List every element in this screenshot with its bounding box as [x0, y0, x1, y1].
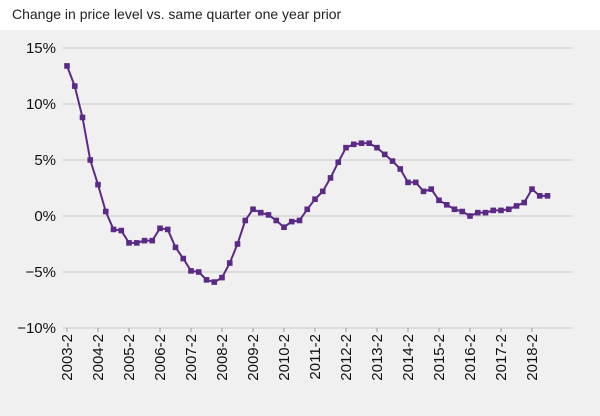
data-point — [211, 279, 218, 285]
data-point — [389, 158, 396, 164]
x-tick-label: 2014-2 — [400, 334, 417, 381]
data-point — [265, 212, 272, 218]
data-point — [203, 277, 210, 283]
data-point — [296, 217, 303, 224]
data-point — [521, 199, 528, 206]
data-point — [304, 206, 311, 213]
data-point — [327, 175, 334, 181]
data-point — [102, 208, 109, 215]
data-point — [366, 140, 373, 146]
data-point — [335, 159, 342, 166]
data-point — [319, 188, 326, 195]
data-point — [544, 193, 551, 199]
data-point — [149, 237, 156, 244]
data-point — [133, 240, 140, 246]
data-point — [95, 181, 101, 188]
data-point — [180, 255, 187, 262]
data-point — [126, 240, 132, 246]
data-point — [79, 114, 86, 121]
x-tick-label: 2012-2 — [338, 334, 355, 381]
data-point — [350, 141, 357, 148]
data-point — [288, 218, 295, 225]
y-tick-label: 10% — [26, 96, 56, 113]
x-tick-label: 2010-2 — [276, 334, 293, 381]
series-layer — [64, 63, 551, 285]
data-point — [71, 83, 78, 89]
x-tick-label: 2003-2 — [59, 334, 76, 381]
data-point — [358, 140, 365, 146]
data-point — [397, 166, 404, 172]
data-point — [257, 209, 264, 216]
x-tick-label: 2005-2 — [121, 334, 138, 381]
x-tick-label: 2011-2 — [307, 334, 324, 380]
x-tick-label: 2007-2 — [183, 334, 200, 381]
data-point — [420, 188, 427, 195]
data-point — [428, 186, 435, 192]
y-tick-label: −5% — [26, 264, 56, 281]
x-tick-label: 2004-2 — [90, 334, 107, 381]
data-point — [234, 241, 241, 247]
data-point — [273, 217, 280, 224]
data-point — [498, 207, 504, 214]
x-tick-label: 2006-2 — [152, 334, 169, 381]
x-tick-label: 2009-2 — [245, 334, 262, 381]
data-point — [467, 213, 473, 219]
data-point — [118, 227, 125, 234]
x-tick-label: 2017-2 — [493, 334, 510, 381]
data-point — [141, 237, 148, 244]
data-point — [312, 196, 318, 202]
data-point — [381, 151, 388, 158]
data-point — [281, 224, 287, 230]
y-tick-label: 5% — [34, 152, 56, 169]
data-point — [505, 206, 512, 213]
data-point — [250, 206, 256, 213]
data-point — [536, 193, 543, 199]
data-point — [490, 207, 497, 214]
x-tick-label: 2016-2 — [462, 334, 479, 381]
y-tick-label: −10% — [17, 320, 56, 337]
data-point — [443, 202, 450, 208]
x-tick-label: 2015-2 — [431, 334, 448, 381]
x-axis: 2003-2 2004-2 2005-2 2006-2 2007-2 2008-2 2009… — [59, 328, 541, 381]
data-point — [436, 197, 442, 204]
data-point — [226, 260, 233, 266]
data-point — [188, 268, 194, 274]
y-axis: 15% 10% 5% 0% −5% −10% — [17, 40, 56, 337]
data-point — [172, 244, 179, 251]
data-point — [242, 217, 249, 224]
gridlines — [63, 47, 572, 329]
data-point — [451, 206, 458, 213]
data-point — [474, 209, 481, 216]
data-point — [529, 186, 535, 192]
data-point — [87, 157, 94, 163]
data-point — [459, 208, 466, 215]
data-point — [405, 179, 411, 186]
data-point — [374, 144, 380, 151]
x-tick-label: 2008-2 — [214, 334, 231, 381]
data-point — [482, 209, 489, 216]
x-tick-label: 2018-2 — [524, 334, 541, 381]
data-point — [195, 269, 202, 275]
data-point — [64, 63, 70, 69]
data-point — [110, 226, 117, 233]
data-point — [219, 274, 225, 281]
data-point — [343, 144, 349, 151]
data-point — [412, 179, 419, 186]
data-point — [157, 225, 163, 232]
data-point — [513, 203, 520, 209]
chart-title: Change in price level vs. same quarter o… — [12, 6, 342, 22]
series-line — [66, 65, 548, 284]
x-tick-label: 2013-2 — [369, 334, 386, 381]
y-tick-label: 0% — [34, 208, 56, 225]
data-point — [164, 226, 171, 233]
y-tick-label: 15% — [26, 40, 56, 57]
